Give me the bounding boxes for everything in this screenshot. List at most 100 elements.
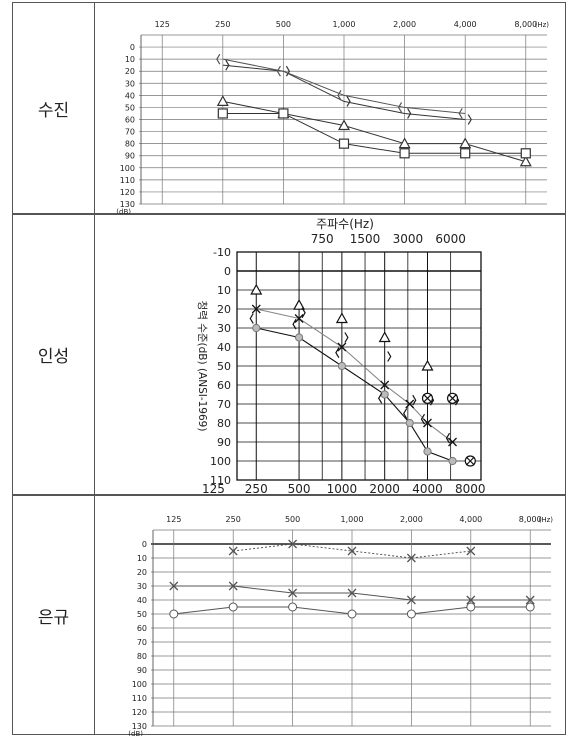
y-tick-label: -10: [213, 246, 231, 259]
circle-marker: [448, 456, 457, 466]
bracket-left-marker: [216, 53, 221, 65]
y-tick-label: 10: [217, 284, 231, 297]
y-tick-label: 70: [125, 128, 135, 137]
y-tick-label: 70: [217, 398, 231, 411]
bracket-right-marker: [346, 96, 351, 107]
circle-marker: [423, 447, 432, 456]
y-tick-label: 90: [125, 152, 135, 161]
bracket-left-marker: [397, 102, 403, 113]
series: [250, 283, 434, 371]
circle-open-marker: [169, 609, 179, 619]
y-tick-label: 80: [217, 417, 231, 430]
series: [249, 313, 451, 444]
x-marker: [337, 342, 347, 352]
y-tick-label: 10: [137, 554, 147, 563]
bracket-right-marker: [407, 108, 412, 119]
y-axis-label: 청력 수준(dB) (ANSI-1969): [196, 301, 208, 432]
masked-marker: [448, 393, 457, 403]
x-unit-label: (Hz): [539, 516, 554, 524]
plot-area: [236, 251, 482, 481]
y-tick-label: 50: [217, 360, 231, 373]
y-tick-label: 30: [125, 79, 135, 88]
y-tick-label: 0: [224, 265, 231, 278]
masked-marker: [423, 393, 432, 403]
series-line: [256, 327, 453, 462]
x-tick-label: 125: [166, 515, 181, 524]
x-marker: [347, 588, 357, 598]
circle-open-marker: [347, 609, 357, 619]
y-tick-label: 110: [210, 474, 231, 487]
x-marker: [406, 595, 416, 605]
circle-open-marker: [228, 602, 238, 612]
y-tick-label: 130: [132, 722, 147, 731]
circle-marker: [252, 323, 261, 333]
triangle-marker: [459, 137, 472, 149]
bracket-left-marker: [458, 108, 463, 119]
series: [228, 539, 476, 563]
x-tick-label: 250: [215, 20, 230, 29]
series: [169, 602, 535, 619]
bracket-right-marker: [225, 59, 230, 71]
bracket-left-marker: [337, 90, 342, 101]
table-row-eungyu: 은규 0 10 20 30 40 50 60 70 80 90 100 110 120 130 (dB) 12…: [12, 495, 566, 738]
x-tick-label: 250: [226, 515, 241, 524]
series: [216, 53, 466, 119]
x-marker: [423, 418, 432, 428]
bracket-left-marker: [249, 313, 254, 324]
series: [252, 323, 457, 466]
y-tick-label: 60: [125, 116, 135, 125]
circle-marker: [380, 390, 389, 399]
bracket-left-marker: [377, 392, 383, 404]
masked-marker: [465, 456, 475, 466]
plot-area: [151, 529, 551, 727]
patient-name: 인성: [37, 347, 70, 367]
circle-open-marker: [288, 602, 298, 612]
triangle-marker: [216, 95, 229, 106]
x-tick-label: 2,000: [393, 20, 416, 29]
x-tick-label: 500: [288, 482, 311, 496]
y-tick-label: 120: [120, 188, 135, 197]
y-tick-label: 110: [120, 176, 135, 185]
triangle-marker: [398, 137, 411, 149]
top-tick-label: 3000: [393, 232, 424, 246]
series-line: [222, 112, 526, 154]
circle-open-marker: [466, 602, 476, 612]
square-marker: [217, 108, 228, 119]
bracket-right-marker: [387, 351, 392, 362]
square-marker: [278, 108, 289, 119]
y-tick-label: 20: [125, 67, 135, 76]
y-tick-label: 60: [217, 379, 231, 392]
patient-name-cell: 은규: [13, 496, 95, 734]
caret-marker: [378, 331, 391, 343]
y-tick-label: 110: [132, 694, 147, 703]
x-marker: [294, 314, 304, 323]
x-unit-label: (Hz): [535, 21, 550, 29]
x-tick-label: 8,000: [514, 20, 537, 29]
series-line: [222, 64, 466, 120]
x-tick-label: 2,000: [400, 515, 423, 524]
top-tick-label: 1500: [350, 232, 381, 246]
y-tick-label: 70: [137, 638, 147, 647]
series: [301, 307, 460, 406]
patient-name: 은규: [37, 607, 70, 628]
audiogram-chart-sujin: 0 10 20 30 40 50 60 70 80 90 100 110 120 130(dB) 125 25…: [116, 20, 550, 216]
y-tick-label: 80: [137, 652, 147, 661]
circle-marker: [294, 333, 304, 342]
x-tick-label: 250: [245, 482, 268, 496]
y-tick-label: 120: [132, 708, 147, 717]
x-tick-label: 4,000: [454, 20, 477, 29]
x-tick-label: 8,000: [519, 515, 542, 524]
x-tick-label: 1,000: [333, 20, 356, 29]
y-tick-label: 80: [125, 140, 135, 149]
x-marker: [380, 380, 390, 390]
patient-name-cell: 인성: [13, 215, 95, 494]
bracket-left-marker: [420, 413, 426, 425]
x-marker: [405, 399, 415, 409]
series: [222, 59, 472, 125]
y-tick-label: 60: [137, 624, 147, 633]
x-marker: [288, 588, 298, 598]
plot-area: [139, 34, 547, 205]
y-tick-label: 130: [120, 200, 135, 209]
x-marker: [525, 595, 535, 605]
y-tick-label: 30: [217, 322, 231, 335]
